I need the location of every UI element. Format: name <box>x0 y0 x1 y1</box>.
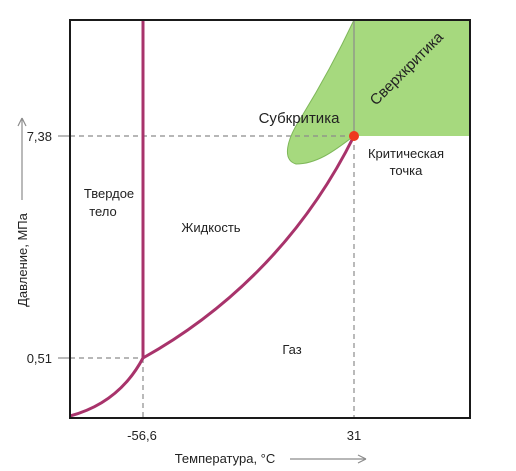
y-axis-arrow-icon <box>17 117 27 200</box>
subcritical-label: Субкритика <box>259 110 341 127</box>
critical-point-label-line1: Критическая <box>368 146 444 161</box>
y-tick-label-7-38: 7,38 <box>27 129 52 144</box>
x-axis-arrow-icon <box>290 454 367 464</box>
solid-label-line2: тело <box>89 204 117 219</box>
y-axis-label: Давление, МПа <box>15 212 30 307</box>
critical-point-marker <box>349 131 359 141</box>
gas-label: Газ <box>282 342 301 357</box>
plot-frame <box>69 19 471 419</box>
vaporization-curve <box>142 135 356 360</box>
x-tick-label-minus-56-6: -56,6 <box>127 428 157 443</box>
x-axis-label: Температура, °C <box>175 451 276 466</box>
x-tick-label-31: 31 <box>347 428 361 443</box>
subcritical-region <box>287 19 355 165</box>
sublimation-curve <box>69 357 145 418</box>
solid-label-line1: Твердое <box>84 186 134 201</box>
critical-point-label-line2: точка <box>390 163 423 178</box>
liquid-label: Жидкость <box>181 220 240 235</box>
y-tick-label-0-51: 0,51 <box>27 351 52 366</box>
supercritical-region <box>354 20 470 136</box>
